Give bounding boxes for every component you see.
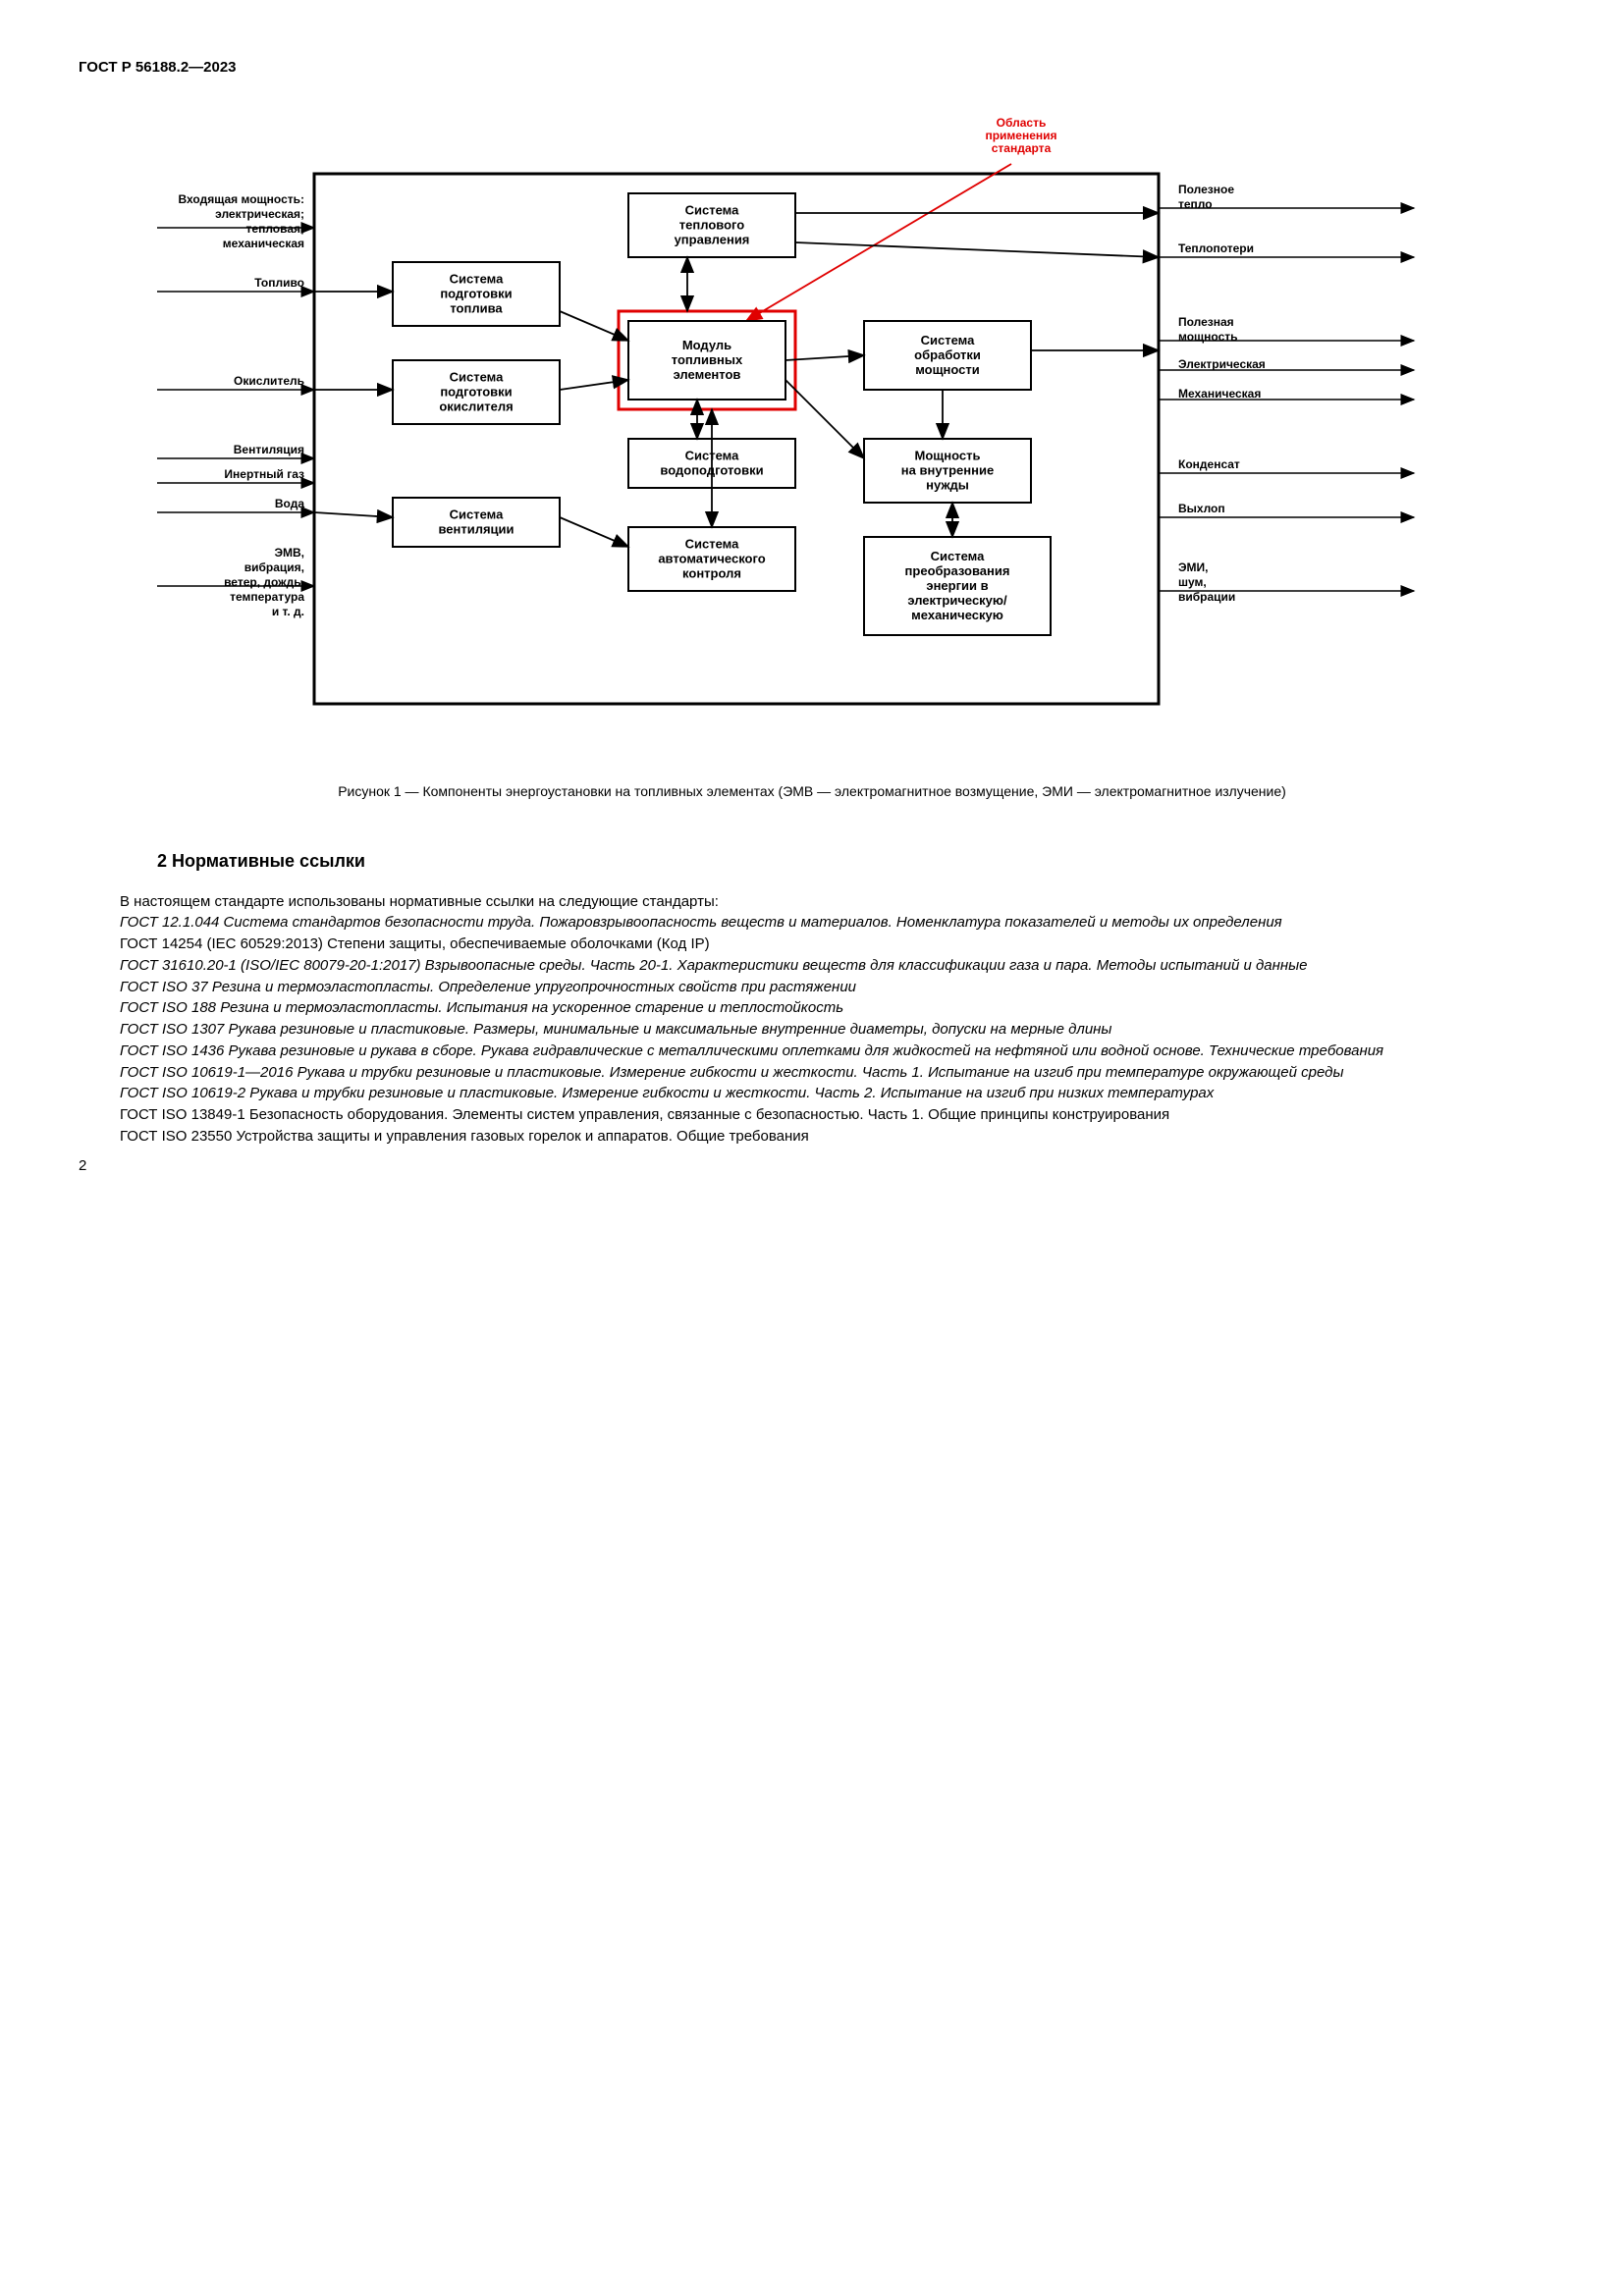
reference-entry: ГОСТ ISO 23550 Устройства защиты и управ…	[79, 1126, 1545, 1148]
svg-text:Электрическая: Электрическая	[1178, 357, 1266, 371]
doc-header: ГОСТ Р 56188.2—2023	[79, 59, 1545, 76]
reference-entry: ГОСТ ISO 10619-1—2016 Рукава и трубки ре…	[79, 1062, 1545, 1084]
reference-entry: ГОСТ ISO 188 Резина и термоэластопласты.…	[79, 997, 1545, 1019]
svg-text:ЭМИ,шум,вибрации: ЭМИ,шум,вибрации	[1178, 561, 1235, 604]
reference-entry: ГОСТ ISO 1436 Рукава резиновые и рукава …	[79, 1041, 1545, 1062]
svg-text:Вентиляция: Вентиляция	[234, 443, 304, 456]
svg-text:Окислитель: Окислитель	[234, 374, 304, 388]
svg-text:Областьприменениястандарта: Областьприменениястандарта	[985, 116, 1056, 155]
svg-text:Системаобработкимощности: Системаобработкимощности	[914, 333, 981, 377]
svg-text:Теплопотери: Теплопотери	[1178, 241, 1254, 255]
svg-text:ЭМВ,вибрация,ветер, дождь,темп: ЭМВ,вибрация,ветер, дождь,температураи т…	[224, 546, 304, 618]
intro-line: В настоящем стандарте использованы норма…	[79, 891, 1545, 913]
reference-entry: ГОСТ ISO 10619-2 Рукава и трубки резинов…	[79, 1083, 1545, 1104]
svg-text:Выхлоп: Выхлоп	[1178, 502, 1225, 515]
svg-text:Полезноетепло: Полезноетепло	[1178, 183, 1234, 211]
page-number: 2	[79, 1157, 1545, 1174]
figure-1-diagram: Областьприменениястандарта Систематеплов…	[137, 115, 1545, 743]
svg-text:Системаподготовкиокислителя: Системаподготовкиокислителя	[439, 370, 513, 414]
reference-entry: ГОСТ ISO 37 Резина и термоэластопласты. …	[79, 977, 1545, 998]
svg-text:Систематепловогоуправления: Систематепловогоуправления	[675, 203, 750, 247]
figure-caption: Рисунок 1 — Компоненты энергоустановки н…	[157, 782, 1467, 802]
reference-entry: ГОСТ 31610.20-1 (ISO/IEC 80079-20-1:2017…	[79, 955, 1545, 977]
references-body: В настоящем стандарте использованы норма…	[79, 891, 1545, 1148]
svg-text:Конденсат: Конденсат	[1178, 457, 1240, 471]
svg-text:Вода: Вода	[275, 497, 304, 510]
reference-entry: ГОСТ ISO 13849-1 Безопасность оборудован…	[79, 1104, 1545, 1126]
section-2-title: 2 Нормативные ссылки	[157, 851, 1545, 872]
svg-text:Механическая: Механическая	[1178, 387, 1261, 400]
reference-entry: ГОСТ 12.1.044 Система стандартов безопас…	[79, 912, 1545, 934]
svg-text:Инертный газ: Инертный газ	[224, 467, 304, 481]
svg-text:Входящая мощность:электрическа: Входящая мощность:электрическая;тепловая…	[179, 192, 304, 250]
svg-text:Системаподготовкитоплива: Системаподготовкитоплива	[440, 272, 512, 316]
svg-text:Системавентиляции: Системавентиляции	[438, 507, 514, 537]
svg-text:Полезнаямощность: Полезнаямощность	[1178, 315, 1238, 344]
svg-text:Топливо: Топливо	[254, 276, 304, 290]
reference-entry: ГОСТ 14254 (IEC 60529:2013) Степени защи…	[79, 934, 1545, 955]
reference-entry: ГОСТ ISO 1307 Рукава резиновые и пластик…	[79, 1019, 1545, 1041]
